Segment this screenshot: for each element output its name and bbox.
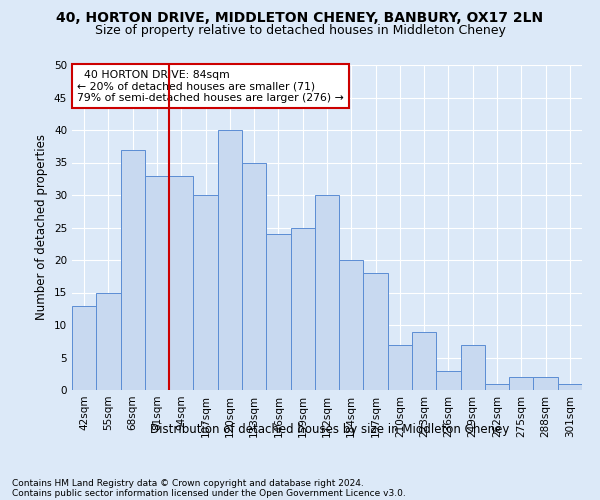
- Bar: [169, 176, 193, 390]
- Bar: [72, 306, 96, 390]
- Bar: [266, 234, 290, 390]
- Bar: [242, 162, 266, 390]
- Bar: [436, 370, 461, 390]
- Text: 40 HORTON DRIVE: 84sqm
← 20% of detached houses are smaller (71)
79% of semi-det: 40 HORTON DRIVE: 84sqm ← 20% of detached…: [77, 70, 344, 103]
- Y-axis label: Number of detached properties: Number of detached properties: [35, 134, 49, 320]
- Bar: [145, 176, 169, 390]
- Bar: [193, 195, 218, 390]
- Text: Size of property relative to detached houses in Middleton Cheney: Size of property relative to detached ho…: [95, 24, 505, 37]
- Bar: [461, 344, 485, 390]
- Text: Contains HM Land Registry data © Crown copyright and database right 2024.: Contains HM Land Registry data © Crown c…: [12, 478, 364, 488]
- Bar: [339, 260, 364, 390]
- Bar: [412, 332, 436, 390]
- Bar: [315, 195, 339, 390]
- Bar: [121, 150, 145, 390]
- Text: 40, HORTON DRIVE, MIDDLETON CHENEY, BANBURY, OX17 2LN: 40, HORTON DRIVE, MIDDLETON CHENEY, BANB…: [56, 11, 544, 25]
- Bar: [96, 292, 121, 390]
- Bar: [218, 130, 242, 390]
- Bar: [533, 377, 558, 390]
- Bar: [290, 228, 315, 390]
- Bar: [485, 384, 509, 390]
- Bar: [558, 384, 582, 390]
- Bar: [509, 377, 533, 390]
- Text: Distribution of detached houses by size in Middleton Cheney: Distribution of detached houses by size …: [151, 422, 509, 436]
- Bar: [388, 344, 412, 390]
- Text: Contains public sector information licensed under the Open Government Licence v3: Contains public sector information licen…: [12, 488, 406, 498]
- Bar: [364, 273, 388, 390]
